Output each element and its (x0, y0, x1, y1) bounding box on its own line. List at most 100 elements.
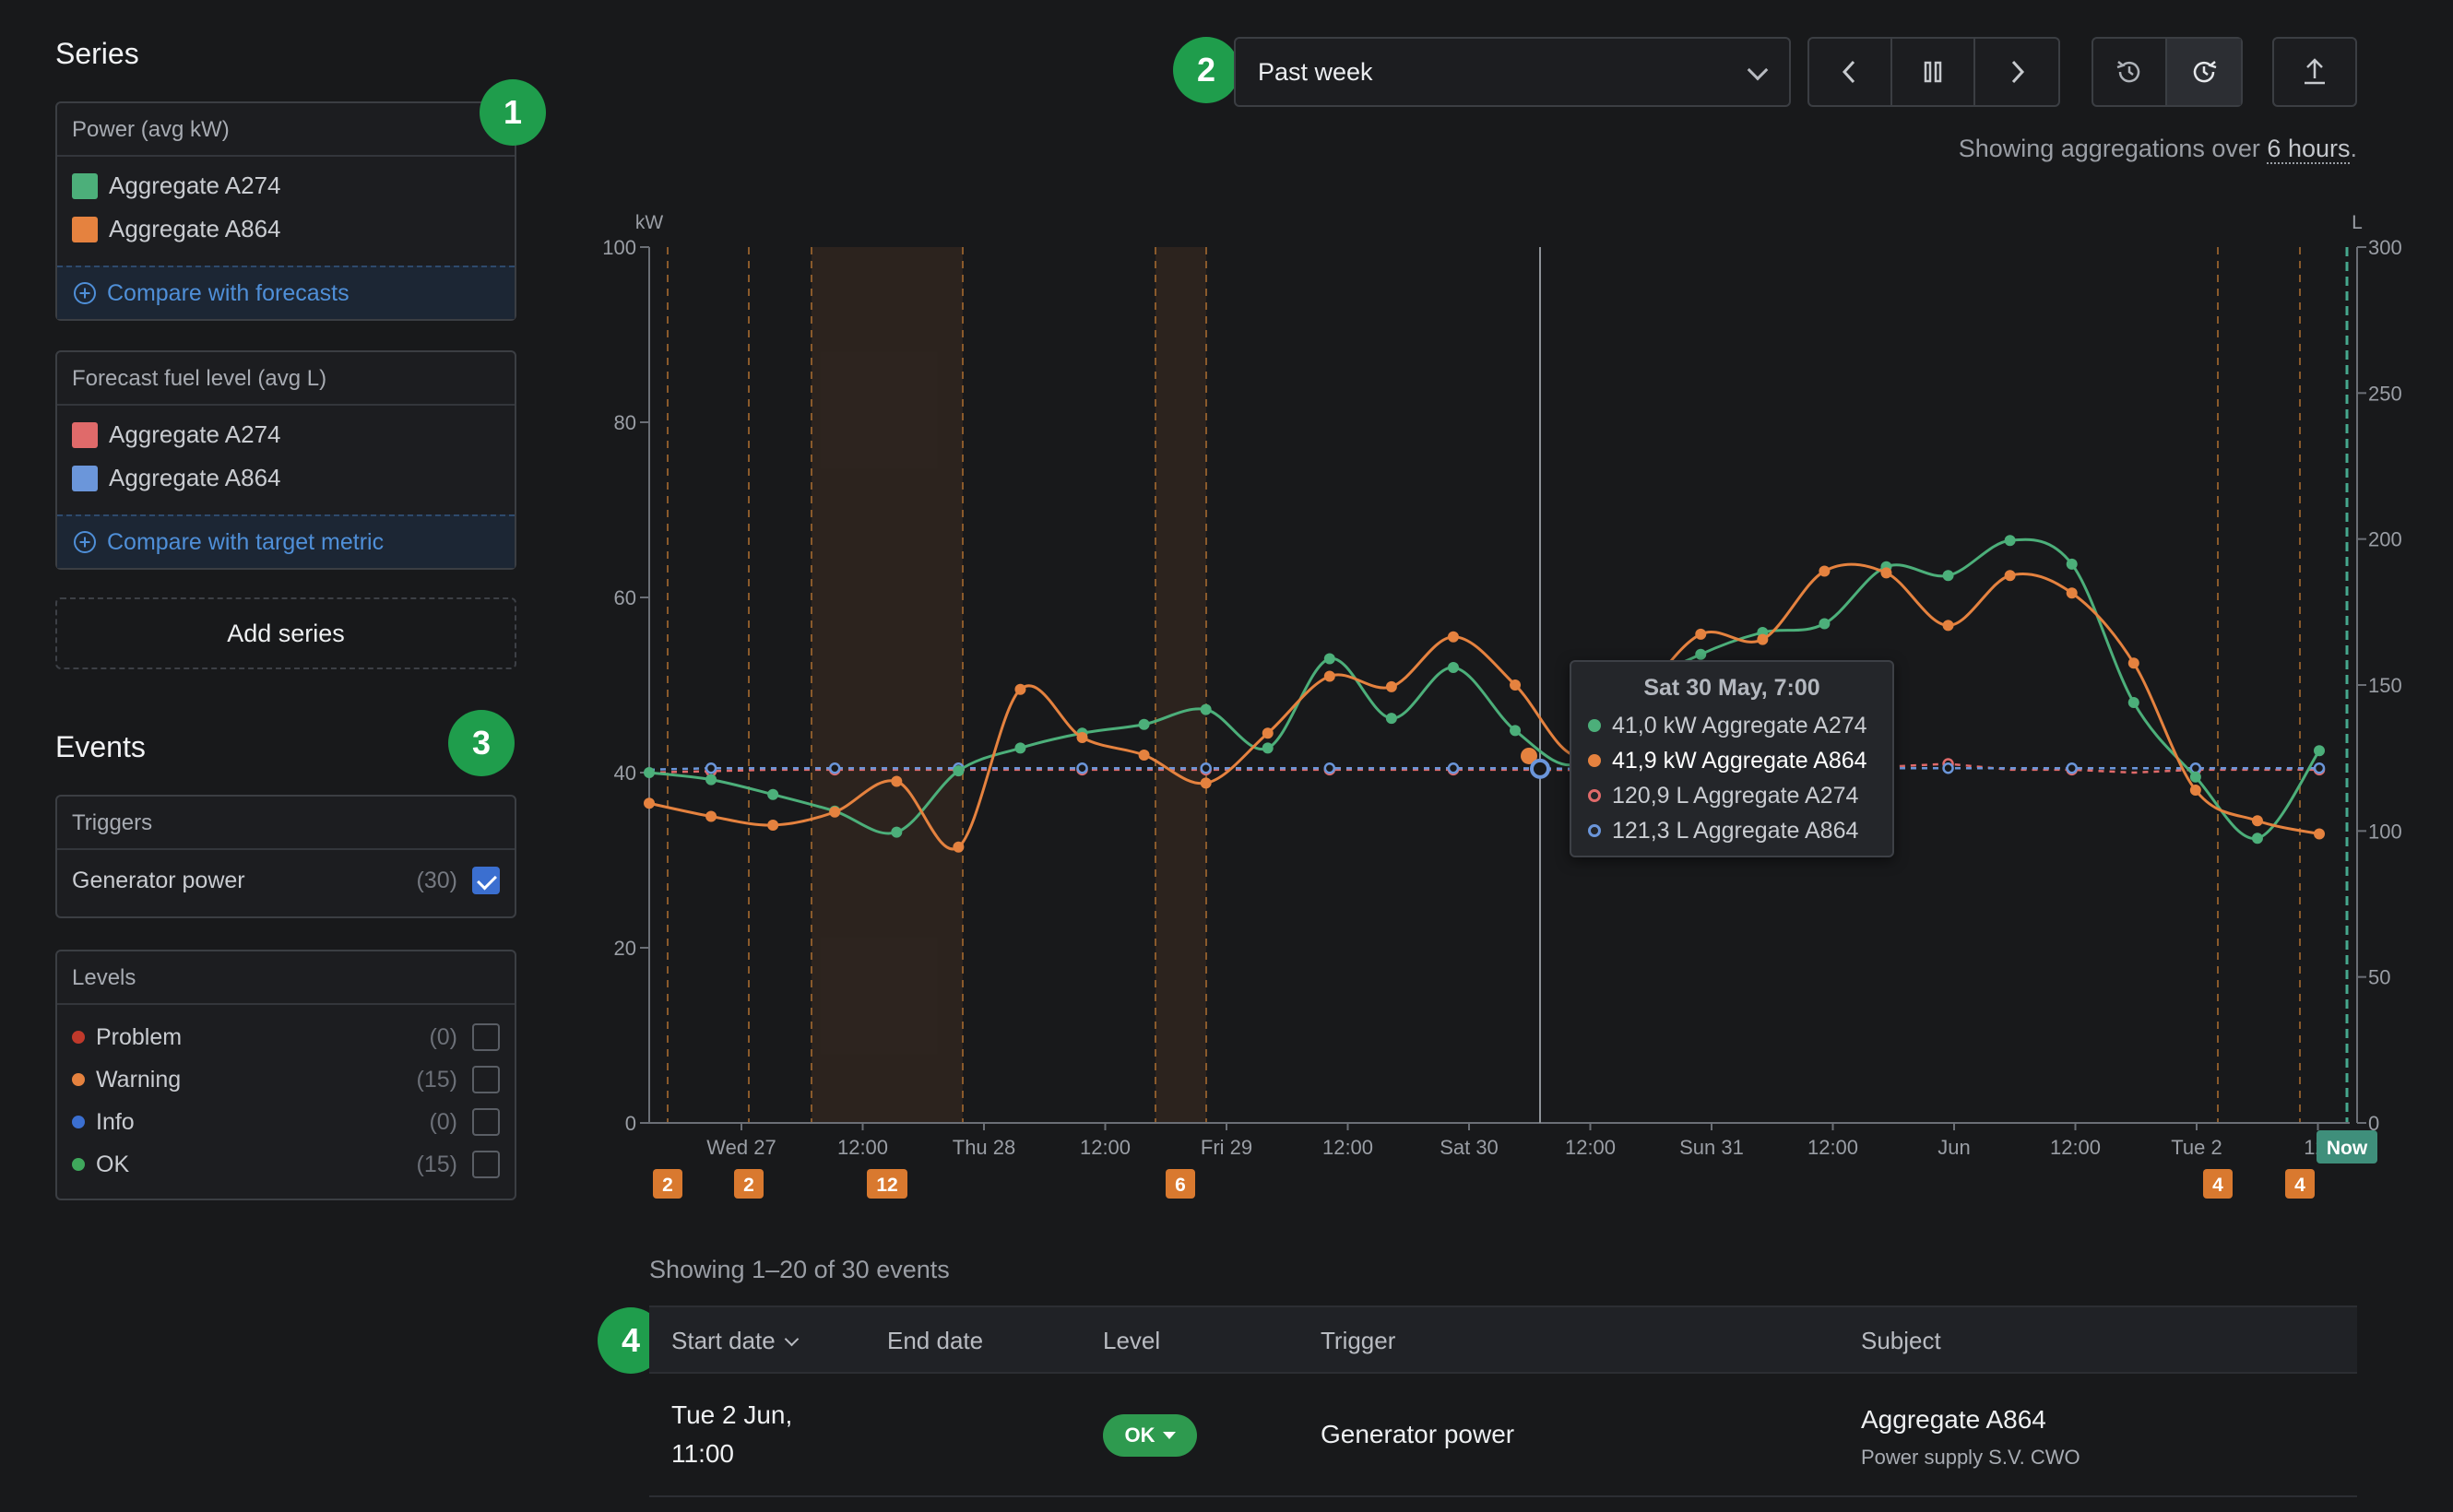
data-point (767, 820, 779, 831)
event-region (1155, 247, 1206, 1123)
events-table-header: Start date End date Level Trigger Subjec… (649, 1305, 2357, 1374)
tooltip-row: 121,3 L Aggregate A864 (1571, 813, 1892, 848)
compare-with-forecasts-link[interactable]: Compare with forecasts (57, 266, 515, 319)
pause-icon (1924, 61, 1942, 83)
series-label: Aggregate A864 (109, 464, 281, 491)
event-region (812, 247, 963, 1123)
data-point (1200, 777, 1212, 789)
fuel-series-group: Forecast fuel level (avg L) Aggregate A2… (55, 350, 516, 570)
subject-cell[interactable]: Aggregate A864 (1861, 1405, 2046, 1434)
column-start-date[interactable]: Start date (671, 1307, 800, 1374)
pause-button[interactable] (1892, 39, 1975, 105)
y-left-tick-label: 100 (602, 236, 636, 259)
level-item-warning[interactable]: Warning (15) (57, 1058, 515, 1101)
data-point (644, 767, 655, 778)
events-count-text: Showing 1–20 of 30 events (649, 1256, 950, 1283)
trigger-label: Generator power (72, 867, 245, 893)
chevron-left-icon (1842, 60, 1855, 84)
x-tick-label: Thu 28 (953, 1136, 1016, 1159)
time-range-select[interactable]: Past week (1234, 37, 1791, 107)
trigger-item-generator-power[interactable]: Generator power (30) (57, 850, 515, 911)
power-group-header[interactable]: Power (avg kW) (57, 103, 515, 157)
data-point (2127, 697, 2139, 708)
data-point (2189, 771, 2201, 783)
compare-with-target-link[interactable]: Compare with target metric (57, 514, 515, 568)
data-point (1942, 570, 1954, 582)
data-point (891, 826, 903, 838)
event-count-badge (2285, 1169, 2315, 1199)
event-count-label: 2 (743, 1175, 754, 1196)
x-tick-label: Wed 27 (706, 1136, 776, 1159)
trigger-checkbox[interactable] (472, 867, 500, 894)
history-icon (2116, 61, 2140, 83)
previous-period-button[interactable] (1809, 39, 1892, 105)
data-point (1262, 742, 1274, 754)
level-dot-icon (72, 1073, 85, 1086)
event-count-label: 2 (662, 1175, 673, 1196)
data-point (829, 806, 841, 818)
data-point (1942, 620, 1954, 632)
data-point (1323, 762, 1336, 774)
y-right-axis-label: L (2352, 212, 2363, 233)
y-left-axis-label: kW (635, 212, 664, 233)
data-point (2314, 745, 2325, 757)
level-item-problem[interactable]: Problem (0) (57, 1016, 515, 1058)
level-checkbox[interactable] (472, 1066, 500, 1093)
data-point (2251, 833, 2263, 845)
x-tick-label: 12:00 (1322, 1136, 1373, 1159)
series-item-a274-power[interactable]: Aggregate A274 (57, 164, 515, 207)
y-right-tick-label: 250 (2368, 382, 2402, 405)
level-item-ok[interactable]: OK (15) (57, 1143, 515, 1186)
y-right-tick-label: 0 (2368, 1112, 2379, 1135)
fuel-group-header[interactable]: Forecast fuel level (avg L) (57, 352, 515, 406)
level-checkbox[interactable] (472, 1023, 500, 1051)
column-end-date[interactable]: End date (887, 1327, 984, 1354)
level-count: (15) (416, 1066, 457, 1093)
export-button[interactable] (2274, 39, 2355, 105)
level-dropdown[interactable]: OK (1103, 1414, 1197, 1457)
refresh-button[interactable] (2167, 39, 2241, 105)
series-item-a864-power[interactable]: Aggregate A864 (57, 207, 515, 251)
compare-label: Compare with target metric (107, 528, 385, 555)
y-right-tick-label: 100 (2368, 820, 2402, 843)
data-point (1385, 680, 1397, 692)
level-checkbox[interactable] (472, 1151, 500, 1178)
history-button[interactable] (2093, 39, 2167, 105)
data-point (1695, 628, 1707, 640)
data-point (705, 810, 717, 822)
series-item-a864-fuel[interactable]: Aggregate A864 (57, 456, 515, 500)
data-point (1447, 762, 1460, 774)
aggregation-interval-link[interactable]: 6 hours (2267, 135, 2351, 164)
column-trigger[interactable]: Trigger (1321, 1327, 1396, 1354)
data-point (705, 774, 717, 786)
hovered-point (1521, 747, 1537, 764)
level-checkbox[interactable] (472, 1108, 500, 1136)
y-left-tick-label: 60 (614, 586, 636, 609)
level-item-info[interactable]: Info (0) (57, 1101, 515, 1143)
data-point (1323, 653, 1335, 665)
data-point (1447, 631, 1459, 643)
series-line (648, 762, 2319, 774)
series-label: Aggregate A274 (109, 420, 281, 448)
data-point (1014, 742, 1026, 754)
add-series-button[interactable]: Add series (55, 597, 516, 669)
trigger-cell: Generator power (1321, 1420, 1515, 1448)
series-line (648, 767, 2319, 772)
table-row[interactable]: Tue 2 Jun, 11:00 OK Generator power Aggr… (649, 1374, 2357, 1497)
series-item-a274-fuel[interactable]: Aggregate A274 (57, 413, 515, 456)
triggers-header: Triggers (57, 797, 515, 850)
tooltip-dot-icon (1588, 719, 1601, 732)
x-tick-label: 12:00 (1565, 1136, 1616, 1159)
data-point (1819, 618, 1831, 630)
column-subject[interactable]: Subject (1861, 1327, 1941, 1354)
history-refresh-group (2092, 37, 2243, 107)
data-point (1076, 762, 1088, 774)
data-point (1695, 648, 1707, 660)
next-period-button[interactable] (1975, 39, 2058, 105)
now-label: Now (2327, 1138, 2368, 1159)
column-level[interactable]: Level (1103, 1327, 1161, 1354)
data-point (1262, 727, 1274, 739)
trigger-count: (30) (416, 867, 457, 893)
chart-tooltip: Sat 30 May, 7:00 41,0 kW Aggregate A274 … (1570, 660, 1894, 857)
